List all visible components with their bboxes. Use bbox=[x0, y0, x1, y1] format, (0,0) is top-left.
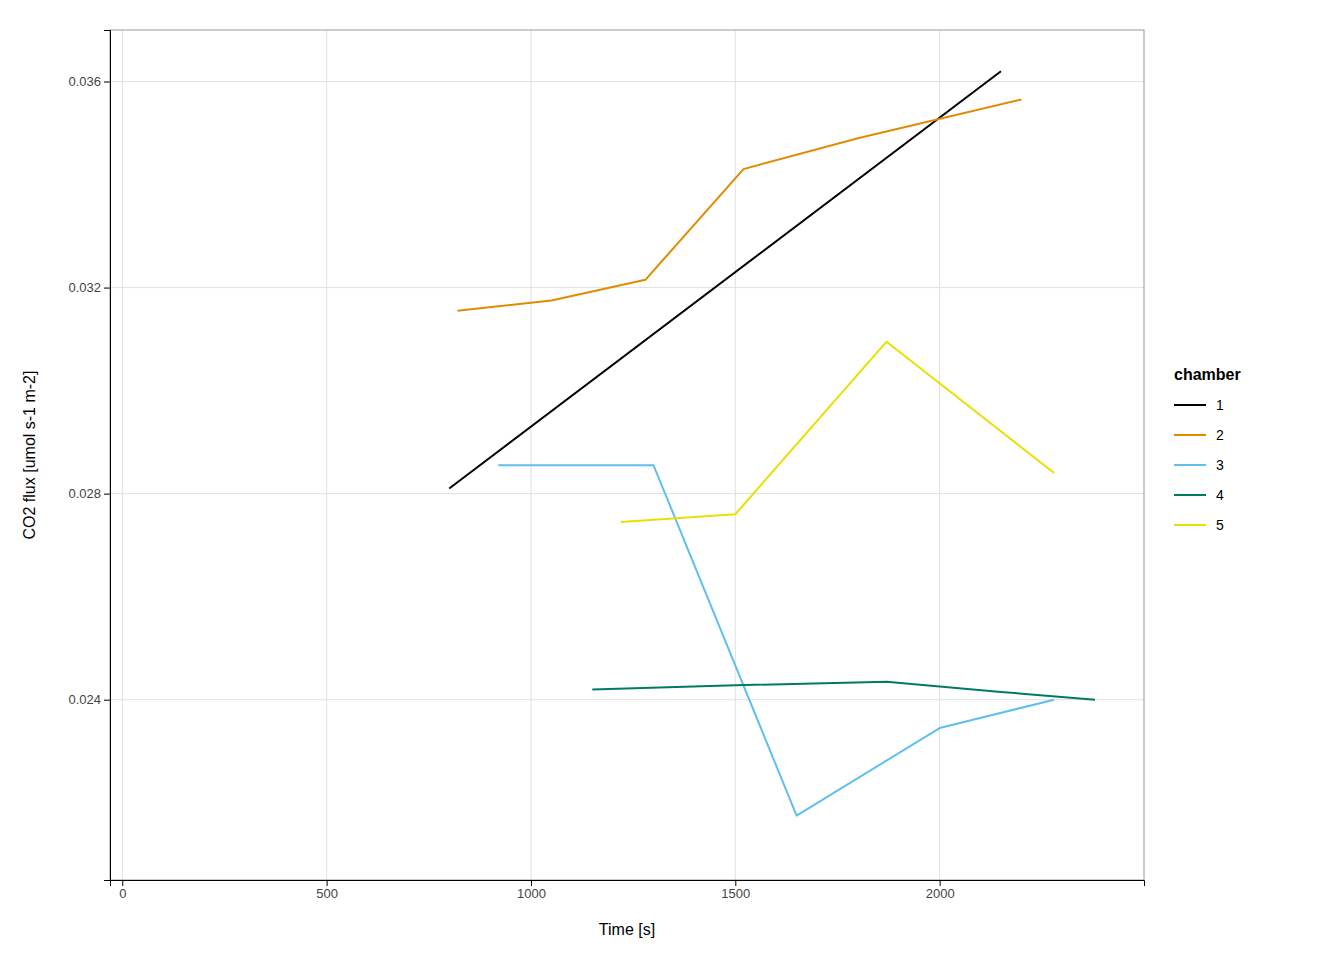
tick-label: 0 bbox=[119, 886, 126, 901]
tick-mark bbox=[735, 880, 736, 886]
tick-mark bbox=[531, 880, 532, 886]
tick-label: 0.036 bbox=[68, 74, 101, 89]
grid-line-y bbox=[110, 699, 1144, 700]
tick: 0.028 bbox=[68, 486, 110, 501]
tick-mark bbox=[122, 880, 123, 886]
series-line bbox=[457, 100, 1021, 311]
legend-swatch bbox=[1174, 464, 1206, 466]
x-axis: 0 500 1000 1500 2000 bbox=[111, 880, 1145, 901]
legend-label: 2 bbox=[1216, 427, 1224, 443]
y-axis-title: CO2 flux [umol s-1 m-2] bbox=[21, 371, 38, 540]
legend-item: 2 bbox=[1174, 427, 1224, 443]
tick-label: 0.032 bbox=[68, 280, 101, 295]
axis-domain bbox=[104, 31, 111, 881]
tick-label: 500 bbox=[316, 886, 338, 901]
tick: 0.024 bbox=[68, 692, 110, 707]
tick: 2000 bbox=[926, 880, 955, 901]
tick: 0.036 bbox=[68, 74, 110, 89]
grid-line-x bbox=[735, 30, 736, 880]
legend-item: 3 bbox=[1174, 457, 1224, 473]
tick: 1000 bbox=[517, 880, 546, 901]
legend-label: 3 bbox=[1216, 457, 1224, 473]
grid-line-x bbox=[939, 30, 940, 880]
tick: 0 bbox=[119, 880, 126, 901]
x-axis-title: Time [s] bbox=[599, 921, 655, 938]
axis-domain bbox=[111, 881, 1145, 887]
plot-frame bbox=[110, 30, 1144, 880]
legend-swatch bbox=[1174, 404, 1206, 406]
grid-line-x bbox=[122, 30, 123, 880]
legend-swatch bbox=[1174, 494, 1206, 496]
grid-line-y bbox=[110, 287, 1144, 288]
legend-item: 5 bbox=[1174, 517, 1224, 533]
grid-line-x bbox=[530, 30, 531, 880]
tick-label: 0.024 bbox=[68, 692, 101, 707]
tick: 1500 bbox=[721, 880, 750, 901]
y-axis: 0.024 0.028 0.032 0.036 bbox=[68, 31, 110, 881]
tick-mark bbox=[940, 880, 941, 886]
tick-label: 2000 bbox=[926, 886, 955, 901]
series-group bbox=[449, 71, 1095, 815]
legend-title: chamber bbox=[1174, 366, 1241, 383]
series-line bbox=[449, 71, 1001, 488]
tick-label: 1000 bbox=[517, 886, 546, 901]
grid bbox=[110, 30, 1144, 880]
legend-item: 1 bbox=[1174, 397, 1224, 413]
legend-item: 4 bbox=[1174, 487, 1224, 503]
legend-label: 5 bbox=[1216, 517, 1224, 533]
grid-line-x bbox=[326, 30, 327, 880]
tick-mark bbox=[327, 880, 328, 886]
legend-label: 4 bbox=[1216, 487, 1224, 503]
grid-line-y bbox=[110, 493, 1144, 494]
tick: 0.032 bbox=[68, 280, 110, 295]
series-line bbox=[498, 465, 1054, 815]
tick-mark bbox=[104, 700, 110, 701]
tick: 500 bbox=[316, 880, 338, 901]
tick-mark bbox=[104, 82, 110, 83]
tick-mark bbox=[104, 288, 110, 289]
legend-label: 1 bbox=[1216, 397, 1224, 413]
series-line bbox=[621, 342, 1054, 522]
series-line bbox=[592, 682, 1095, 700]
plot: 0 500 1000 1500 2000 0.024 0.028 0.032 0.036 bbox=[68, 30, 1144, 901]
legend-swatch bbox=[1174, 434, 1206, 436]
tick-label: 0.028 bbox=[68, 486, 101, 501]
legend-swatch bbox=[1174, 524, 1206, 526]
tick-mark bbox=[104, 494, 110, 495]
tick-label: 1500 bbox=[721, 886, 750, 901]
legend: chamber 1 2 3 4 5 bbox=[1174, 366, 1241, 533]
chart: 0 500 1000 1500 2000 0.024 0.028 0.032 0.036 Time… bbox=[0, 0, 1344, 960]
